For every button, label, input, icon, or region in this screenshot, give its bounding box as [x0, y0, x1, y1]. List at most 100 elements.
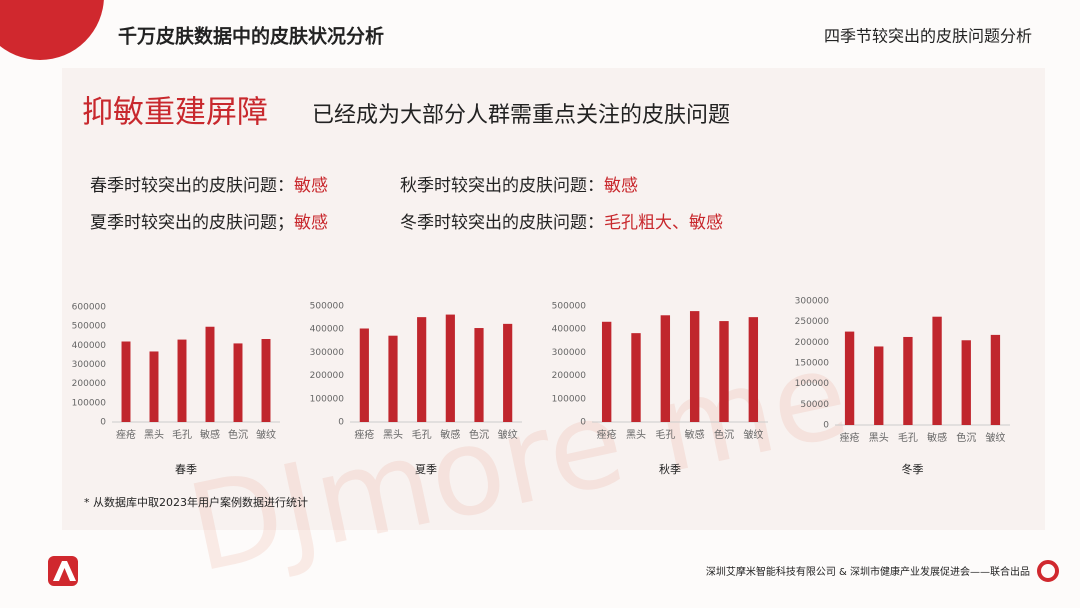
x-tick-label: 黑头 — [626, 429, 646, 441]
x-tick-label: 色沉 — [469, 428, 489, 441]
section-title: 四季节较突出的皮肤问题分析 — [824, 27, 1032, 46]
y-tick-label: 150000 — [795, 359, 830, 369]
finding: 冬季时较突出的皮肤问题：毛孔粗大、敏感 — [400, 213, 723, 233]
y-tick-label: 300000 — [72, 360, 107, 370]
bar — [121, 341, 131, 422]
slide-title: 千万皮肤数据中的皮肤状况分析 — [118, 25, 384, 48]
y-tick-label: 50000 — [800, 400, 829, 410]
x-tick-label: 痤疮 — [116, 428, 136, 441]
y-tick-label: 100000 — [72, 398, 107, 408]
bar — [874, 346, 884, 425]
bar — [903, 336, 913, 425]
x-tick-label: 毛孔 — [655, 429, 675, 441]
y-tick-label: 100000 — [795, 379, 830, 389]
y-tick-label: 400000 — [552, 325, 587, 335]
finding-label: 春季时较突出的皮肤问题： — [90, 176, 294, 196]
y-tick-label: 300000 — [310, 348, 345, 358]
bar — [445, 314, 455, 422]
bar — [474, 328, 484, 422]
bar — [932, 316, 942, 425]
y-tick-label: 100000 — [552, 394, 587, 404]
bar — [689, 311, 700, 422]
finding-value: 敏感 — [294, 213, 328, 233]
bar — [149, 351, 159, 422]
bar — [990, 334, 1001, 425]
x-tick-label: 皱纹 — [256, 428, 276, 441]
bar — [359, 328, 369, 422]
chart-title: 春季 — [175, 463, 197, 476]
x-tick-label: 毛孔 — [898, 432, 918, 444]
chart-title: 秋季 — [659, 462, 681, 476]
finding: 夏季时较突出的皮肤问题；敏感 — [90, 213, 328, 233]
bar — [417, 317, 427, 422]
x-tick-label: 毛孔 — [172, 429, 192, 441]
finding-label: 秋季时较突出的皮肤问题： — [400, 176, 604, 196]
footer: 深圳艾摩米智能科技有限公司 & 深圳市健康产业发展促进会——联合出品 — [706, 565, 1030, 578]
x-tick-label: 色沉 — [956, 431, 976, 444]
finding: 秋季时较突出的皮肤问题：敏感 — [400, 176, 638, 196]
y-tick-label: 400000 — [72, 341, 107, 351]
headline-text: 已经成为大部分人群需重点关注的皮肤问题 — [312, 103, 730, 128]
y-tick-label: 500000 — [72, 322, 107, 332]
x-tick-label: 黑头 — [144, 429, 164, 441]
y-tick-label: 250000 — [795, 317, 830, 327]
bar — [961, 340, 971, 425]
x-tick-label: 皱纹 — [743, 428, 763, 441]
bar — [748, 317, 759, 422]
bar — [719, 321, 729, 422]
x-tick-label: 毛孔 — [412, 429, 432, 441]
finding-value: 敏感 — [294, 176, 328, 196]
x-tick-label: 色沉 — [228, 428, 248, 441]
y-tick-label: 500000 — [552, 302, 587, 312]
y-tick-label: 200000 — [552, 371, 587, 381]
chart-title: 夏季 — [415, 463, 437, 476]
finding-label: 冬季时较突出的皮肤问题： — [400, 213, 604, 233]
headline-emphasis: 抑敏重建屏障 — [82, 95, 268, 131]
logo-mark — [53, 561, 76, 581]
y-tick-label: 0 — [100, 418, 106, 428]
x-tick-label: 敏感 — [200, 428, 220, 441]
y-tick-label: 300000 — [552, 348, 587, 358]
y-tick-label: 200000 — [795, 338, 830, 348]
x-tick-label: 敏感 — [685, 428, 705, 441]
x-tick-label: 色沉 — [714, 428, 734, 441]
bar — [261, 339, 271, 422]
corner-circle — [0, 0, 104, 60]
footnote: * 从数据库中取2023年用户案例数据进行统计 — [84, 495, 308, 509]
y-tick-label: 300000 — [795, 297, 830, 307]
bar — [503, 323, 513, 422]
x-tick-label: 痤疮 — [597, 428, 617, 441]
y-tick-label: 100000 — [310, 394, 345, 404]
y-tick-label: 0 — [338, 418, 344, 428]
x-tick-label: 痤疮 — [840, 431, 860, 444]
panel — [62, 68, 1045, 530]
x-tick-label: 皱纹 — [985, 431, 1005, 444]
bar — [205, 326, 215, 422]
y-tick-label: 0 — [580, 418, 586, 428]
x-tick-label: 黑头 — [383, 429, 403, 441]
footer-ring — [1037, 560, 1059, 582]
bar — [631, 333, 641, 422]
finding-label: 夏季时较突出的皮肤问题； — [90, 213, 294, 233]
y-tick-label: 0 — [823, 421, 829, 431]
y-tick-label: 200000 — [310, 371, 345, 381]
finding: 春季时较突出的皮肤问题：敏感 — [90, 176, 328, 196]
finding-value: 敏感 — [604, 176, 638, 196]
bar — [660, 315, 671, 422]
bar — [601, 321, 612, 422]
finding-value: 毛孔粗大、敏感 — [604, 213, 723, 233]
chart-title: 冬季 — [902, 462, 924, 476]
y-tick-label: 200000 — [72, 379, 107, 389]
x-tick-label: 痤疮 — [354, 428, 374, 441]
y-tick-label: 400000 — [310, 325, 345, 335]
x-tick-label: 皱纹 — [498, 428, 518, 441]
bar — [177, 339, 187, 422]
x-tick-label: 敏感 — [927, 431, 947, 444]
bar — [233, 343, 243, 422]
y-tick-label: 600000 — [72, 303, 107, 313]
x-tick-label: 黑头 — [869, 432, 889, 444]
bar — [844, 331, 855, 425]
y-tick-label: 500000 — [310, 302, 345, 312]
